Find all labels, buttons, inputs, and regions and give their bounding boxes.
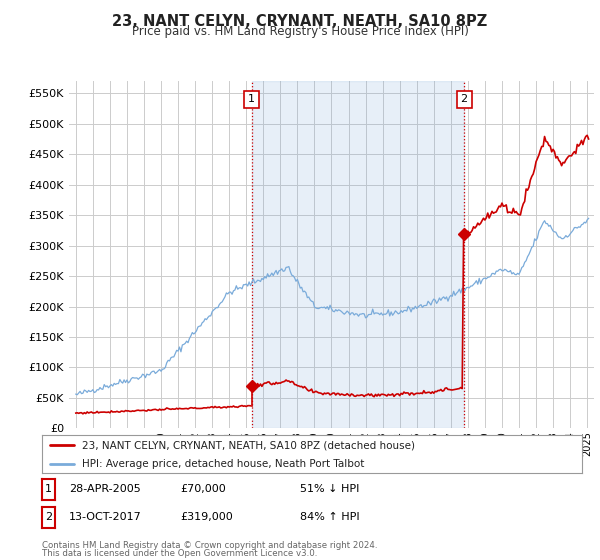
Text: HPI: Average price, detached house, Neath Port Talbot: HPI: Average price, detached house, Neat…	[83, 459, 365, 469]
Bar	[252, 81, 464, 428]
Text: £70,000: £70,000	[180, 484, 226, 494]
Text: 2: 2	[461, 95, 467, 105]
Text: 13-OCT-2017: 13-OCT-2017	[69, 512, 142, 522]
Text: This data is licensed under the Open Government Licence v3.0.: This data is licensed under the Open Gov…	[42, 549, 317, 558]
Text: 23, NANT CELYN, CRYNANT, NEATH, SA10 8PZ (detached house): 23, NANT CELYN, CRYNANT, NEATH, SA10 8PZ…	[83, 440, 415, 450]
Text: 1: 1	[248, 95, 255, 105]
Text: £319,000: £319,000	[180, 512, 233, 522]
Text: 84% ↑ HPI: 84% ↑ HPI	[300, 512, 359, 522]
Text: 28-APR-2005: 28-APR-2005	[69, 484, 141, 494]
Text: Contains HM Land Registry data © Crown copyright and database right 2024.: Contains HM Land Registry data © Crown c…	[42, 541, 377, 550]
Text: 23, NANT CELYN, CRYNANT, NEATH, SA10 8PZ: 23, NANT CELYN, CRYNANT, NEATH, SA10 8PZ	[112, 14, 488, 29]
Text: Price paid vs. HM Land Registry's House Price Index (HPI): Price paid vs. HM Land Registry's House …	[131, 25, 469, 38]
Text: 2: 2	[45, 512, 52, 522]
Text: 51% ↓ HPI: 51% ↓ HPI	[300, 484, 359, 494]
Text: 1: 1	[45, 484, 52, 494]
